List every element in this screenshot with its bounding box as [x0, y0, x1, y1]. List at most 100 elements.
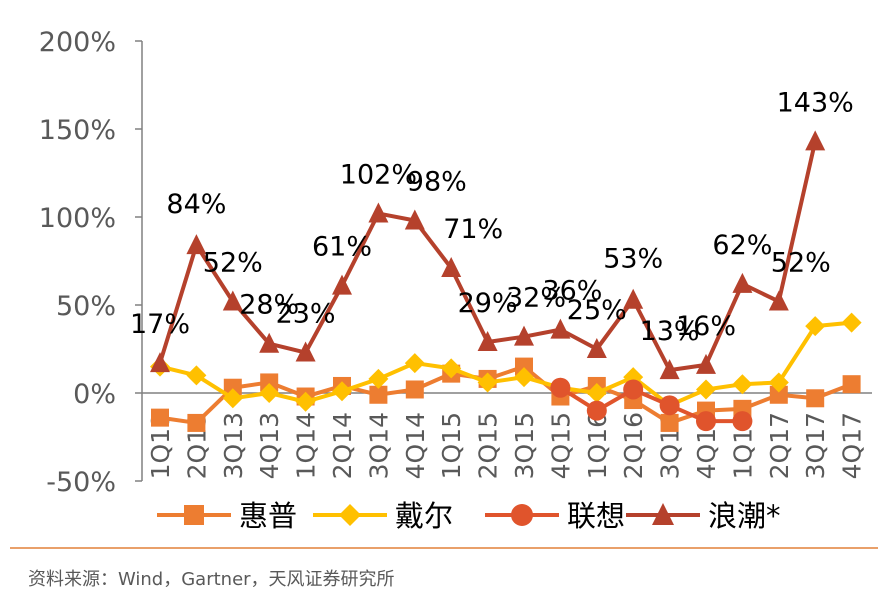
data-point: [805, 316, 826, 337]
data-label: 53%: [603, 244, 663, 275]
data-label: 17%: [130, 309, 190, 340]
x-tick-label: 1Q14: [292, 412, 321, 479]
x-tick-label: 3Q13: [219, 412, 248, 479]
x-tick-label: 3Q15: [510, 412, 539, 479]
data-point: [441, 358, 462, 379]
x-tick-label: 1Q16: [583, 412, 612, 479]
legend-label: 联想: [567, 499, 625, 533]
y-tick-label: -50%: [46, 467, 116, 498]
data-point: [696, 353, 716, 374]
data-labels: 17% 84% 52% 28%23% 61% 102%98% 71% 29%32%36%25%…: [130, 87, 854, 347]
x-tick-label: 3Q14: [364, 412, 393, 479]
data-point: [550, 377, 571, 398]
data-point: [222, 290, 243, 311]
data-point: [260, 373, 279, 392]
legend-item: 联想: [485, 499, 625, 533]
y-tick-label: 200%: [39, 27, 116, 58]
data-point: [623, 379, 644, 400]
source-note: 资料来源：Wind，Gartner，天风证券研究所: [28, 569, 395, 590]
data-point: [404, 353, 425, 374]
data-point: [805, 130, 826, 151]
data-label: 52%: [771, 247, 831, 278]
data-point: [768, 372, 789, 393]
data-point: [514, 367, 534, 388]
data-point: [151, 408, 169, 427]
data-point: [623, 288, 644, 309]
data-label: 16%: [676, 311, 736, 342]
data-point: [369, 385, 388, 404]
data-label: 84%: [166, 189, 226, 220]
data-point: [696, 411, 716, 432]
series-2: [550, 377, 753, 432]
data-point: [660, 413, 679, 432]
data-point: [586, 383, 607, 403]
legend-item: 戴尔: [313, 499, 453, 533]
data-point: [806, 389, 825, 408]
data-label: 102%: [340, 159, 417, 190]
x-tick-label: 3Q17: [801, 412, 830, 479]
x-tick-label: 4Q14: [401, 412, 430, 479]
data-point: [368, 202, 389, 223]
data-point: [441, 257, 462, 278]
x-tick-label: 2Q16: [619, 412, 648, 479]
data-label: 23%: [276, 299, 336, 330]
x-tick-label: 4Q17: [838, 412, 867, 479]
data-point: [223, 378, 242, 397]
legend-marker: [511, 504, 533, 526]
data-label: 61%: [312, 232, 372, 263]
data-point: [842, 375, 861, 394]
data-label: 71%: [443, 214, 503, 245]
data-point: [659, 395, 680, 416]
data-point: [696, 379, 716, 400]
data-point: [732, 411, 753, 432]
data-point: [404, 209, 425, 230]
data-point: [222, 388, 243, 409]
data-point: [477, 372, 498, 393]
data-label: 28%: [239, 290, 299, 321]
data-point: [332, 381, 352, 402]
legend-marker: [339, 504, 361, 526]
series-layer: [150, 130, 862, 432]
legend-marker: [652, 503, 674, 525]
data-point: [368, 368, 389, 389]
data-point: [586, 400, 607, 421]
data-label: 143%: [777, 87, 854, 118]
data-point: [841, 312, 862, 333]
x-tick-label: 1Q15: [437, 412, 466, 479]
data-point: [732, 374, 753, 395]
data-point: [186, 234, 207, 255]
data-point: [295, 341, 316, 362]
data-point: [259, 332, 280, 353]
y-axis: 200% 150% 100% 50% 0% -50%: [39, 27, 143, 498]
data-point: [732, 272, 753, 293]
series-3: [150, 130, 826, 380]
data-point: [586, 338, 607, 358]
x-tick-label: 2Q15: [474, 412, 503, 479]
data-label: 62%: [712, 230, 772, 261]
data-point: [186, 365, 207, 386]
data-label: 25%: [567, 295, 627, 326]
data-point: [515, 357, 533, 376]
data-point: [769, 385, 788, 404]
data-point: [259, 383, 280, 403]
y-tick-label: 150%: [39, 115, 116, 146]
data-label: 32%: [506, 283, 566, 314]
data-point: [150, 352, 170, 373]
legend-label: 浪潮*: [708, 499, 781, 533]
legend: 惠普 戴尔 联想 浪潮*: [157, 499, 781, 533]
legend-label: 惠普: [239, 499, 297, 533]
data-point: [332, 274, 352, 295]
data-label: 29%: [458, 288, 518, 319]
x-axis-ticks: 1Q13 2Q13 3Q13 4Q13 1Q14 2Q14 3Q14 4Q14 1Q15 2Q15…: [146, 412, 867, 479]
data-point: [550, 318, 571, 339]
y-tick-label: 50%: [56, 291, 116, 322]
legend-marker: [184, 505, 204, 525]
x-tick-label: 2Q17: [765, 412, 794, 479]
legend-item: 惠普: [157, 499, 297, 533]
data-label: 98%: [407, 167, 467, 198]
x-tick-label: 4Q13: [255, 412, 284, 479]
x-tick-label: 2Q14: [328, 412, 357, 479]
data-point: [514, 325, 534, 346]
x-tick-label: 4Q15: [546, 412, 575, 479]
